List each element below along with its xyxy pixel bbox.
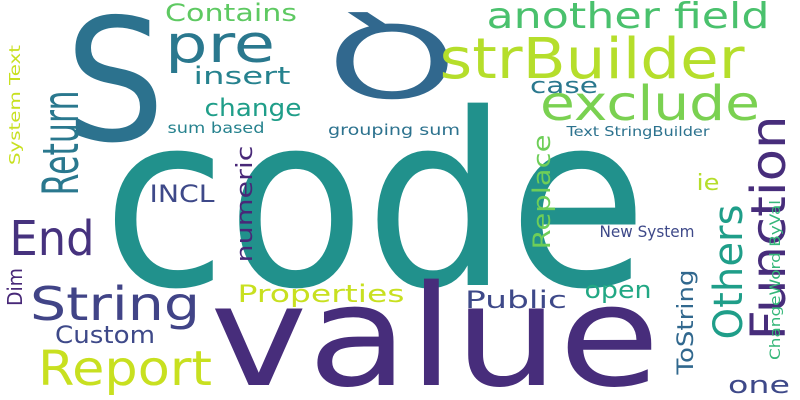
word: pre [165, 15, 275, 75]
word: Function [741, 116, 797, 341]
word: Others [706, 205, 752, 340]
word: Replace [528, 135, 556, 250]
word: Custom [55, 321, 155, 349]
word: String [30, 277, 200, 331]
word: Text StringBuilder [565, 125, 710, 140]
word: ie [697, 171, 720, 196]
word: Return [32, 91, 90, 196]
word: S [65, 0, 165, 181]
word: ChangeWord ByVal [768, 200, 784, 360]
word: Public [465, 286, 567, 314]
word: Contains [165, 0, 297, 27]
word: Report [38, 341, 212, 397]
word: one [728, 371, 790, 399]
word: another field [487, 0, 770, 37]
word: value [210, 256, 660, 400]
word: sum based [168, 119, 265, 137]
word: INCL [150, 180, 216, 208]
word: insert [194, 62, 291, 90]
word: change [205, 94, 302, 122]
word: code [103, 62, 648, 342]
word: exclude [540, 76, 760, 132]
word: ToString [674, 270, 699, 376]
word: Q [327, 1, 457, 118]
word: strBuilder [440, 27, 746, 92]
word: case [530, 74, 598, 99]
word: open [585, 276, 652, 304]
word: numeric [233, 146, 258, 263]
word: New System [600, 222, 695, 241]
word: grouping sum [328, 121, 460, 139]
word: End [10, 211, 95, 267]
word: Properties [238, 280, 405, 308]
word: Dim [3, 268, 27, 306]
word: System Text [6, 45, 24, 165]
